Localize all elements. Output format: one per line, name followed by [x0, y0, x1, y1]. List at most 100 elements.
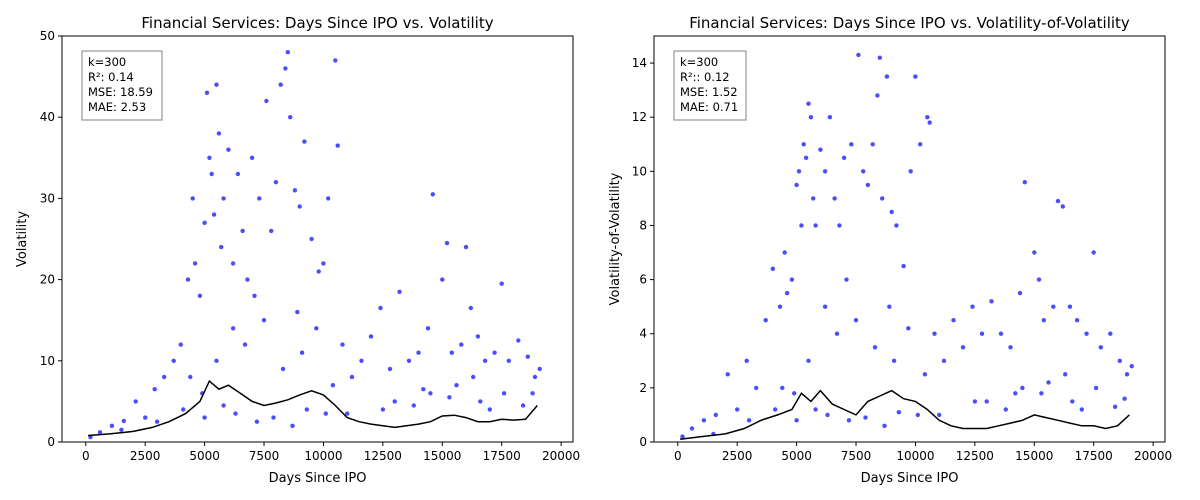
x-tick-label: 17500 [1075, 449, 1113, 463]
scatter-point [321, 261, 326, 266]
scatter-point [143, 415, 148, 420]
x-tick-label: 15000 [1015, 449, 1053, 463]
y-tick-label: 14 [632, 56, 647, 70]
trend-line [680, 389, 1130, 441]
scatter-point [283, 66, 288, 71]
scatter-point [827, 115, 833, 120]
scatter-point [837, 223, 842, 228]
scatter-point [214, 82, 219, 87]
stats-line: k=300 [88, 55, 126, 69]
scatter-point [735, 407, 740, 412]
scatter-point [444, 240, 450, 246]
scatter-point [411, 403, 416, 408]
scatter-point [316, 269, 321, 274]
stats-line: R²: 0.14 [88, 70, 134, 84]
scatter-point [233, 411, 238, 416]
scatter-point [425, 326, 431, 331]
scatter-point [242, 342, 248, 347]
x-tick-label: 17500 [483, 449, 521, 463]
scatter-point [226, 147, 231, 152]
x-tick-label: 20000 [1134, 449, 1172, 463]
scatter-point [875, 93, 880, 98]
scatter-point [197, 293, 203, 298]
scatter-point [1055, 198, 1061, 204]
scatter-point [109, 423, 115, 428]
scatter-point [832, 196, 837, 201]
scatter-point [784, 290, 790, 296]
scatter-point [257, 196, 262, 201]
scatter-point [154, 419, 160, 424]
y-tick-label: 8 [639, 218, 647, 232]
scatter-point [359, 358, 364, 363]
scatter-point [421, 387, 426, 392]
scatter-point [333, 58, 338, 63]
scatter-point [1117, 358, 1123, 363]
scatter-point [861, 169, 866, 174]
scatter-point [264, 98, 269, 104]
scatter-point [834, 331, 840, 336]
scatter-point [680, 434, 685, 439]
scatter-point [932, 331, 937, 336]
scatter-point [330, 383, 336, 388]
scatter-point [119, 427, 124, 432]
scatter-point [216, 131, 222, 136]
scatter-point [844, 277, 849, 282]
x-tick-label: 7500 [841, 449, 872, 463]
scatter-point [152, 387, 157, 392]
y-tick-label: 40 [40, 110, 55, 124]
scatter-point [998, 331, 1004, 336]
scatter-point [309, 236, 314, 242]
scatter-point [841, 155, 847, 160]
scatter-point [780, 385, 785, 391]
scatter-point [1032, 250, 1037, 255]
y-tick-label: 6 [639, 273, 647, 287]
scatter-point [537, 366, 542, 372]
y-tick-label: 0 [47, 435, 55, 449]
scatter-point [387, 366, 393, 372]
scatter-point [280, 366, 286, 372]
scatter-point [1084, 331, 1089, 336]
scatter-point [1008, 345, 1013, 350]
scatter-point [972, 399, 978, 404]
chart-title: Financial Services: Days Since IPO vs. V… [689, 14, 1130, 32]
scatter-point [901, 263, 906, 269]
scatter-point [811, 196, 816, 201]
scatter-point [989, 299, 994, 304]
scatter-point [525, 354, 530, 359]
scatter-point [891, 358, 897, 363]
scatter-point [754, 385, 759, 391]
scatter-point [530, 391, 535, 396]
scatter-point [214, 358, 219, 363]
scatter-point [1036, 277, 1042, 282]
scatter-point [171, 358, 176, 363]
scatter-point [454, 383, 459, 388]
scatter-points [680, 52, 1134, 439]
scatter-point [392, 399, 397, 404]
scatter-point [506, 358, 511, 363]
scatter-point [468, 305, 473, 311]
scatter-point [941, 358, 947, 363]
scatter-point [302, 139, 307, 144]
scatter-point [345, 411, 350, 416]
scatter-point [970, 304, 975, 309]
scatter-point [269, 228, 274, 234]
scatter-point [449, 350, 454, 355]
scatter-point [209, 171, 214, 177]
scatter-point [913, 74, 918, 79]
scatter-point [922, 372, 928, 377]
scatter-point [516, 338, 521, 343]
scatter-point [746, 418, 752, 423]
trend-line [88, 379, 538, 437]
y-tick-label: 0 [639, 435, 647, 449]
scatter-point [190, 196, 195, 201]
scatter-point [1067, 304, 1073, 309]
scatter-point [1051, 304, 1056, 309]
scatter-point [792, 391, 797, 396]
y-axis-label: Volatility-of-Volatility [608, 172, 623, 305]
scatter-point [896, 410, 901, 415]
scatter-point [1039, 391, 1044, 396]
x-tick-label: 0 [674, 449, 682, 463]
scatter-point [777, 304, 783, 309]
scatter-point [368, 334, 374, 339]
scatter-point [1063, 372, 1068, 377]
